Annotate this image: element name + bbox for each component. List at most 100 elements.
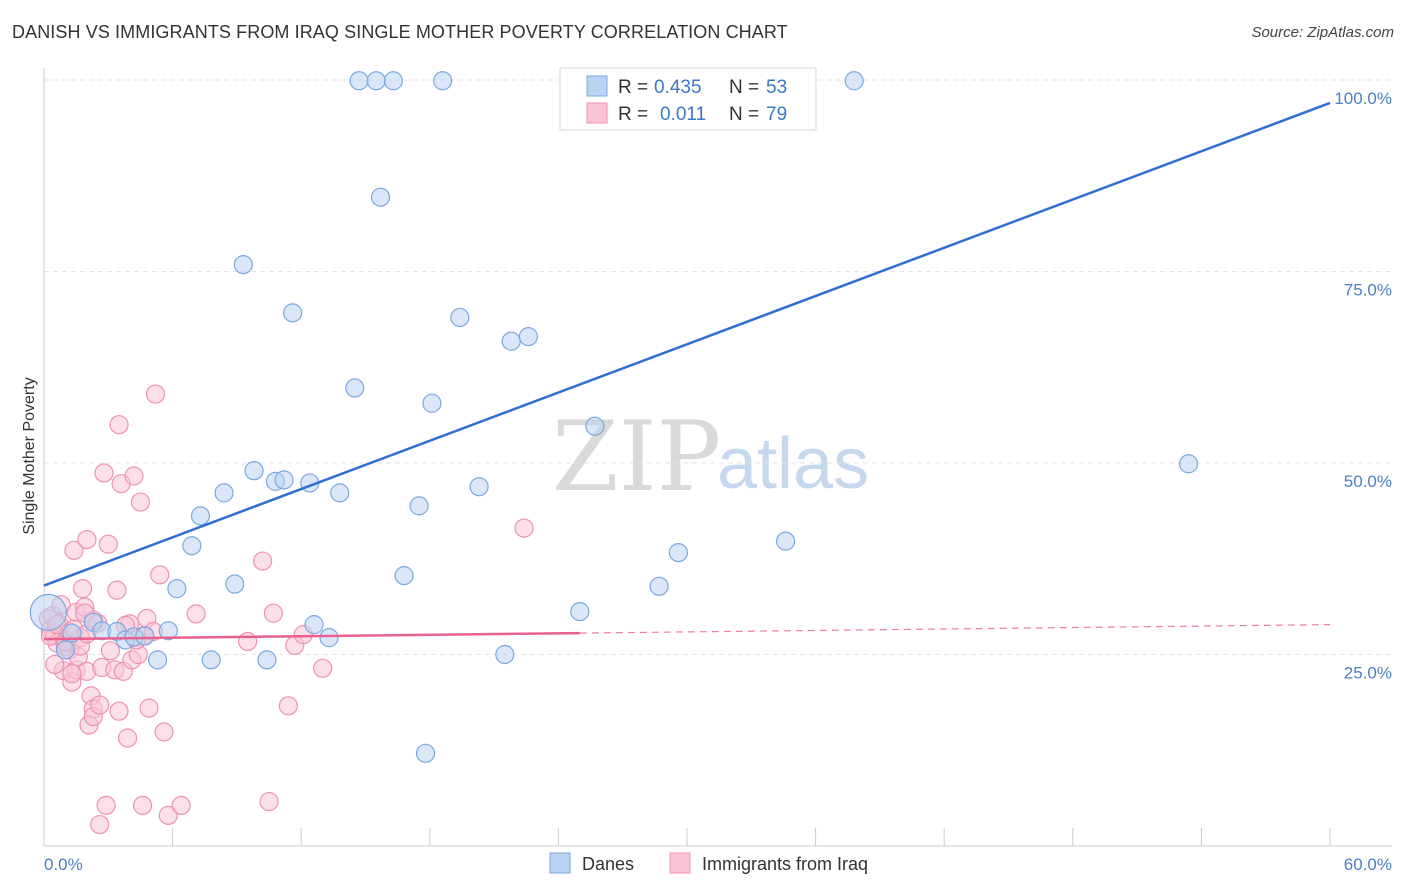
legend-swatch-iraq	[586, 102, 608, 124]
legend-top: R = 0.435 N = 53 R = 0.011 N = 79	[559, 67, 817, 131]
danes-point	[394, 566, 414, 586]
iraq-point	[109, 701, 129, 721]
y-tick-label-100: 100.0%	[1334, 89, 1392, 108]
legend-n-label-iraq: N =	[729, 104, 759, 125]
danes-point	[668, 543, 689, 563]
iraq-point	[45, 654, 65, 675]
iraq-point	[313, 658, 333, 678]
iraq-point	[90, 814, 110, 835]
trend-line-iraq-solid	[43, 631, 580, 641]
iraq-point	[139, 698, 159, 718]
legend-r-label-iraq: R =	[618, 104, 648, 125]
iraq-point	[107, 580, 127, 600]
iraq-point	[124, 466, 144, 486]
iraq-point	[109, 415, 129, 435]
danes-point	[518, 327, 538, 347]
danes-point	[495, 644, 515, 665]
danes-point	[1178, 454, 1199, 474]
iraq-point	[145, 384, 166, 404]
x-tick-label-min: 0.0%	[44, 855, 83, 874]
series-danes	[29, 70, 1199, 763]
danes-point	[190, 506, 211, 526]
iraq-point	[514, 518, 534, 538]
iraq-point	[263, 603, 283, 623]
gridlines	[44, 79, 1392, 655]
danes-point	[649, 576, 669, 596]
danes-point	[585, 416, 605, 436]
iraq-point	[253, 551, 273, 571]
danes-point	[370, 187, 391, 207]
danes-point	[366, 71, 386, 91]
danes-point	[330, 483, 350, 503]
iraq-point	[259, 791, 279, 812]
danes-point	[383, 71, 403, 91]
chart-title: DANISH VS IMMIGRANTS FROM IRAQ SINGLE MO…	[12, 22, 788, 42]
bottom-legend-label-iraq: Immigrants from Iraq	[702, 854, 868, 874]
iraq-point	[90, 695, 110, 715]
source-credit: Source: ZipAtlas.com	[1251, 24, 1394, 41]
bottom-legend-swatch-iraq	[669, 852, 691, 874]
y-tick-label-75: 75.0%	[1344, 281, 1392, 300]
danes-point	[158, 621, 178, 641]
danes-point	[844, 71, 864, 91]
trend-line-iraq-dashed	[579, 624, 1331, 634]
iraq-point	[132, 795, 153, 816]
danes-point	[409, 496, 429, 516]
iraq-point	[186, 604, 206, 624]
iraq-point	[154, 722, 174, 742]
iraq-point	[100, 641, 121, 661]
danes-point	[501, 331, 521, 351]
iraq-point	[96, 795, 116, 816]
legend-r-value-danes: 0.435	[654, 77, 702, 98]
legend-r-label-danes: R =	[618, 77, 648, 98]
x-ticks	[172, 828, 1331, 846]
danes-point	[62, 623, 82, 643]
danes-point	[233, 255, 253, 275]
legend-r-value-iraq: 0.011	[660, 104, 706, 125]
danes-point	[304, 615, 324, 635]
danes-point	[274, 470, 294, 490]
iraq-point	[158, 805, 178, 825]
danes-point	[147, 650, 168, 670]
danes-point	[422, 393, 442, 413]
danes-point	[214, 483, 234, 503]
iraq-point	[64, 540, 84, 560]
danes-point	[225, 574, 245, 594]
iraq-point	[94, 463, 114, 483]
danes-point	[570, 602, 590, 622]
watermark-atlas: atlas	[717, 424, 869, 504]
danes-point	[29, 593, 67, 631]
danes-point	[283, 303, 303, 323]
danes-point	[349, 71, 369, 91]
legend-swatch-danes	[586, 75, 608, 97]
x-tick-label-max: 60.0%	[1344, 855, 1392, 874]
y-tick-labels: 25.0% 50.0% 75.0% 100.0%	[1334, 89, 1392, 683]
legend-n-value-danes: 53	[766, 77, 787, 98]
iraq-point	[72, 579, 93, 599]
danes-point	[55, 640, 76, 660]
trend-line-danes	[43, 101, 1331, 587]
danes-point	[345, 378, 365, 398]
y-tick-label-50: 50.0%	[1344, 472, 1392, 491]
iraq-point	[238, 631, 258, 652]
legend-n-label-danes: N =	[729, 77, 759, 98]
axes	[43, 68, 1392, 847]
legend-n-value-iraq: 79	[766, 104, 787, 125]
danes-point	[257, 650, 277, 670]
danes-point	[201, 650, 221, 670]
danes-point	[450, 307, 470, 328]
watermark-zip: ZIP	[552, 401, 721, 513]
danes-point	[775, 531, 796, 551]
watermark: ZIP atlas	[552, 401, 869, 513]
danes-point	[167, 579, 187, 599]
iraq-point	[98, 534, 118, 554]
iraq-point	[130, 492, 151, 512]
series-immigrants-from-iraq	[38, 384, 534, 835]
iraq-point	[62, 664, 82, 684]
iraq-point	[117, 728, 138, 748]
danes-point	[319, 628, 339, 648]
iraq-point	[150, 565, 170, 585]
danes-point	[135, 626, 155, 646]
danes-point	[433, 71, 453, 91]
danes-point	[182, 536, 202, 556]
